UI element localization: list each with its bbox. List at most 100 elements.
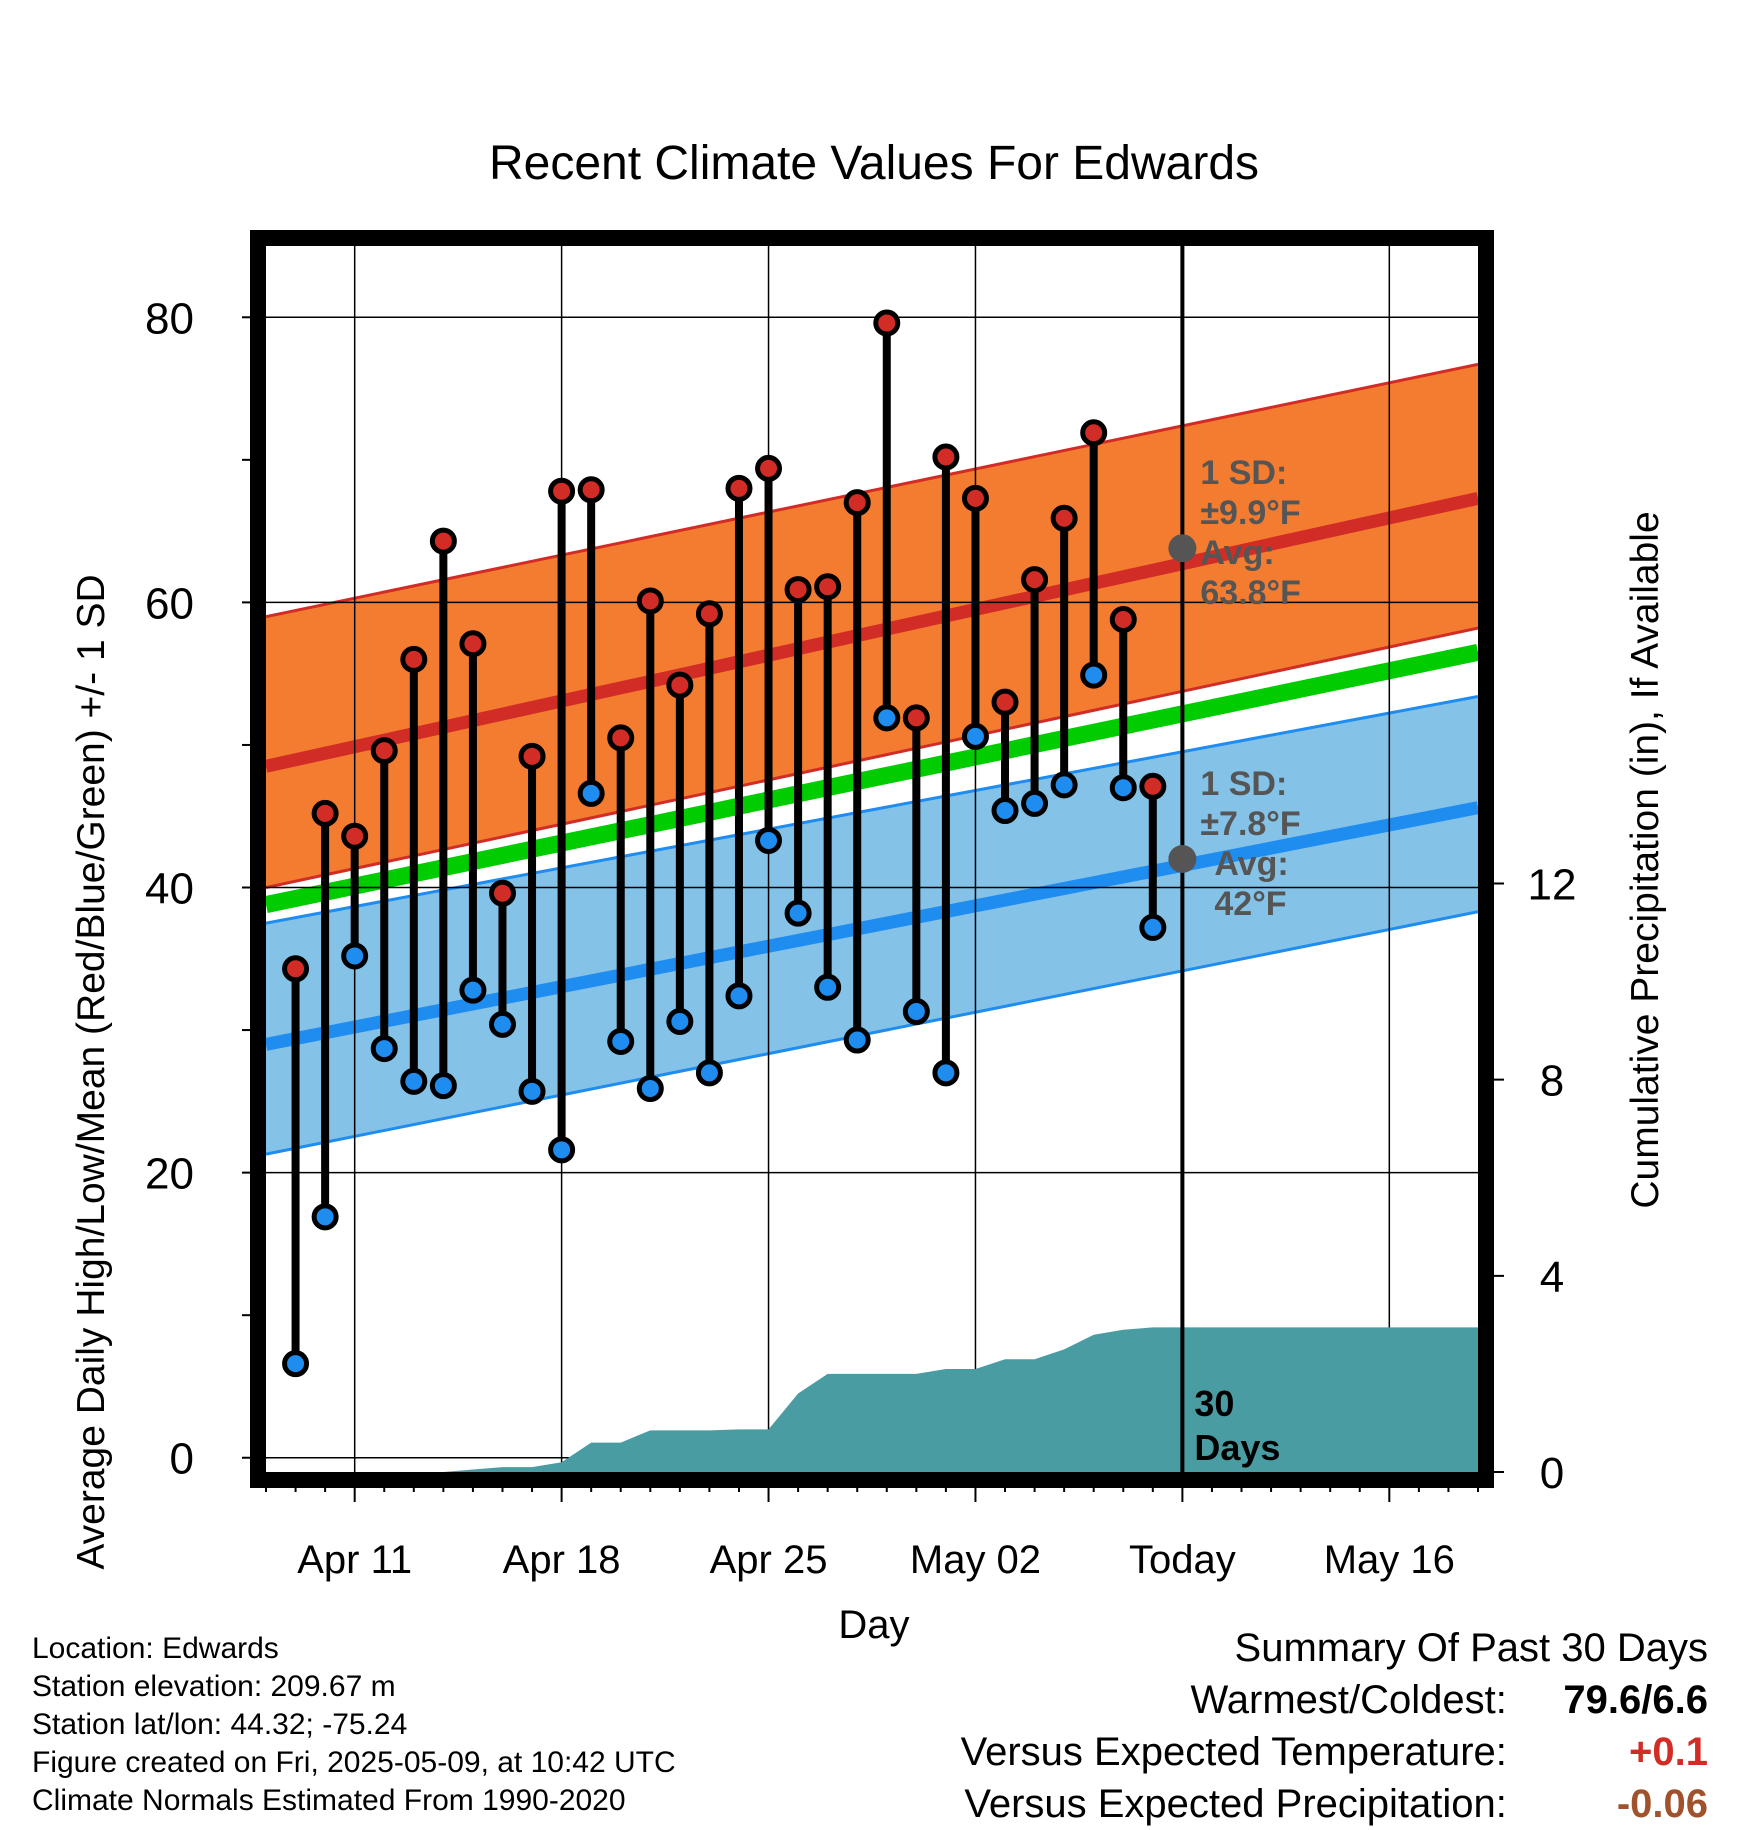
x-tick-label: Apr 11	[297, 1538, 412, 1582]
daily-low-point	[607, 1027, 635, 1055]
low-normal-line	[266, 801, 1478, 1051]
y2-tick-label: 0	[1540, 1449, 1564, 1498]
y2-tick-label: 8	[1540, 1057, 1564, 1106]
daily-low-point	[459, 976, 487, 1004]
summary-temp-label: Versus Expected Temperature:	[960, 1730, 1507, 1774]
daily-high-point	[459, 630, 487, 658]
info-normals: Climate Normals Estimated From 1990-2020	[32, 1784, 626, 1817]
daily-high-point	[843, 489, 871, 517]
x-tick-label: Apr 18	[503, 1538, 621, 1582]
daily-low-point	[548, 1136, 576, 1164]
daily-high-point	[1109, 606, 1137, 634]
plot-area	[266, 246, 1478, 1472]
high-lower-line	[266, 626, 1478, 889]
chart-title: Recent Climate Values For Edwards	[489, 137, 1259, 190]
daily-high-point	[902, 704, 930, 732]
daily-low-point	[961, 722, 989, 750]
high-avg-value: 63.8°F	[1200, 574, 1301, 612]
daily-low-point	[814, 973, 842, 1001]
daily-low-point	[282, 1350, 310, 1378]
high-sd-label: 1 SD:	[1200, 454, 1287, 492]
info-latlon: Station lat/lon: 44.32; -75.24	[32, 1708, 408, 1741]
daily-high-point	[755, 454, 783, 482]
daily-low-point	[1109, 774, 1137, 802]
daily-low-point	[341, 942, 369, 970]
daily-low-point	[429, 1072, 457, 1100]
daily-low-point	[755, 826, 783, 854]
daily-high-point	[932, 443, 960, 471]
low-today-normal-point	[1168, 845, 1197, 873]
summary-title: Summary Of Past 30 Days	[1234, 1626, 1708, 1670]
daily-low-point	[1021, 789, 1049, 817]
y-tick-label: 60	[145, 579, 194, 628]
period-label-number: 30	[1194, 1383, 1234, 1424]
daily-low-point	[666, 1008, 694, 1036]
daily-high-point	[961, 484, 989, 512]
daily-high-point	[548, 477, 576, 505]
daily-low-point	[784, 899, 812, 927]
daily-high-point	[311, 799, 339, 827]
daily-high-point	[577, 476, 605, 504]
daily-high-point	[518, 742, 546, 770]
daily-low-point	[843, 1026, 871, 1054]
daily-low-point	[577, 779, 605, 807]
daily-high-point	[991, 688, 1019, 716]
y-tick-label: 80	[145, 294, 194, 343]
high-sd-value: ±9.9°F	[1200, 494, 1300, 532]
precip-area	[266, 1327, 1478, 1472]
daily-low-point	[636, 1075, 664, 1103]
low-lower-line	[266, 910, 1478, 1156]
low-avg-label: Avg:	[1214, 845, 1288, 883]
daily-high-point	[636, 587, 664, 615]
daily-high-point	[341, 822, 369, 850]
daily-low-point	[311, 1203, 339, 1231]
daily-high-point	[488, 879, 516, 907]
daily-high-point	[607, 724, 635, 752]
daily-low-point	[1080, 661, 1108, 689]
summary-panel: Summary Of Past 30 Days Warmest/Coldest:…	[961, 1622, 1708, 1830]
daily-high-point	[814, 573, 842, 601]
info-elevation: Station elevation: 209.67 m	[32, 1670, 396, 1703]
daily-low-point	[488, 1010, 516, 1038]
plot-frame	[250, 230, 1494, 1488]
high-avg-label: Avg:	[1200, 534, 1274, 572]
daily-high-point	[370, 737, 398, 765]
summary-warmest-coldest-label: Warmest/Coldest:	[1190, 1678, 1507, 1722]
low-avg-value: 42°F	[1214, 885, 1286, 923]
high-today-normal-point	[1168, 534, 1197, 563]
x-tick-label: May 16	[1324, 1538, 1455, 1582]
daily-low-point	[400, 1067, 428, 1095]
daily-high-point	[1080, 419, 1108, 447]
summary-precip-value: -0.06	[1616, 1782, 1708, 1826]
low-upper-line	[266, 695, 1478, 925]
y2-tick-label: 4	[1540, 1253, 1564, 1302]
x-axis-label: Day	[838, 1603, 909, 1647]
daily-low-point	[695, 1059, 723, 1087]
daily-high-point	[429, 527, 457, 555]
daily-high-point	[695, 600, 723, 628]
station-info: Location: Edwards Station elevation: 209…	[32, 1630, 676, 1820]
x-tick-label: May 02	[910, 1538, 1041, 1582]
low-sd-label: 1 SD:	[1200, 765, 1287, 803]
mean-normal-line	[266, 643, 1478, 913]
daily-low-point	[1050, 771, 1078, 799]
x-tick-label: Today	[1129, 1538, 1236, 1582]
daily-high-point	[1139, 772, 1167, 800]
y-tick-label: 20	[145, 1150, 194, 1199]
daily-low-point	[370, 1035, 398, 1063]
daily-high-point	[400, 645, 428, 673]
summary-warmest-coldest-value: 79.6/6.6	[1563, 1678, 1708, 1722]
daily-high-point	[784, 576, 812, 604]
daily-high-point	[1050, 504, 1078, 532]
info-location: Location: Edwards	[32, 1632, 279, 1665]
daily-low-point	[991, 797, 1019, 825]
daily-low-point	[932, 1059, 960, 1087]
y-tick-label: 0	[170, 1435, 194, 1484]
daily-high-point	[873, 309, 901, 337]
summary-precip-label: Versus Expected Precipitation:	[964, 1782, 1507, 1826]
daily-low-point	[725, 982, 753, 1010]
x-tick-label: Apr 25	[710, 1538, 828, 1582]
info-created: Figure created on Fri, 2025-05-09, at 10…	[32, 1746, 676, 1779]
low-sd-value: ±7.8°F	[1200, 805, 1300, 843]
